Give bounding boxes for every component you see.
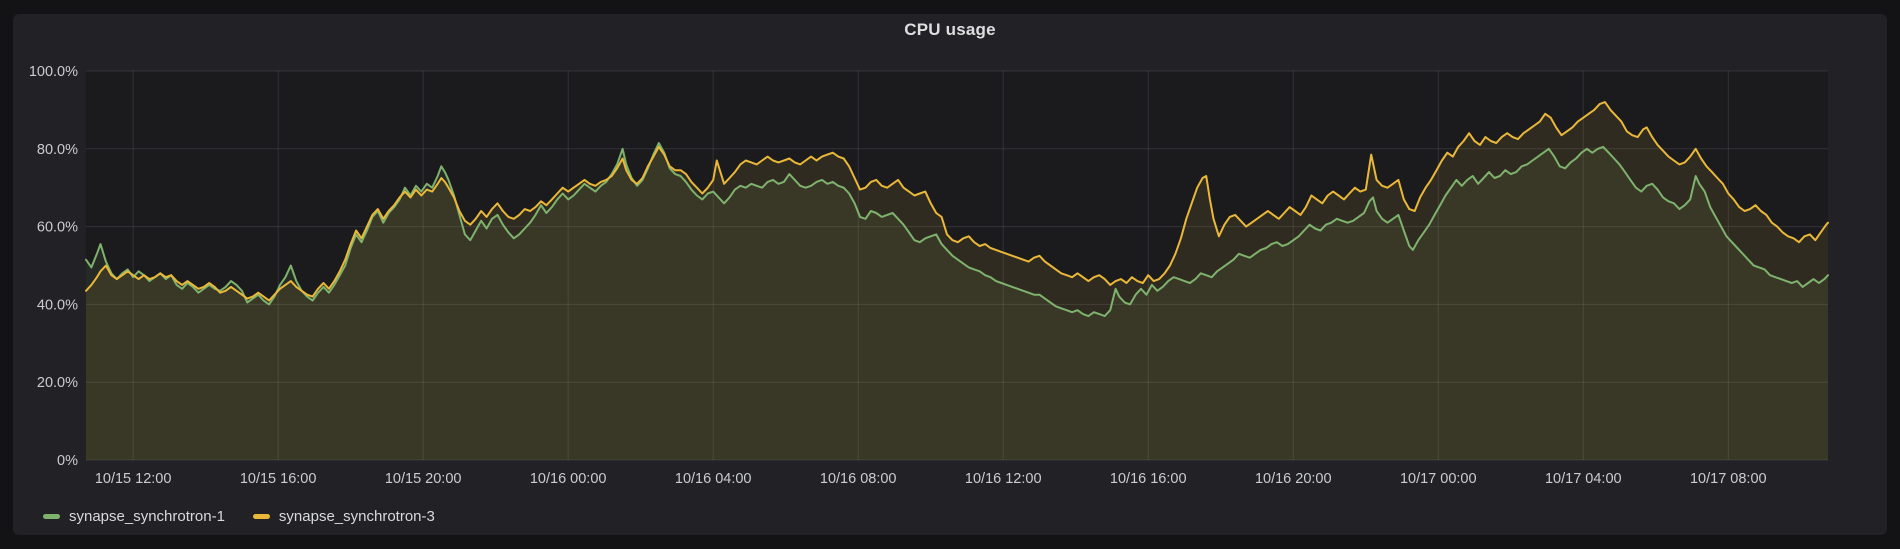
series-line-synapse_synchrotron-3[interactable] (85, 101, 1829, 302)
y-tick-label: 60.0% (37, 220, 78, 236)
legend-series-label: synapse_synchrotron-1 (69, 508, 225, 525)
y-tick-label: 40.0% (37, 297, 78, 313)
x-tick-label: 10/15 16:00 (240, 471, 317, 487)
x-tick-label: 10/16 00:00 (530, 471, 607, 487)
cpu-usage-chart[interactable]: 0% 20.0% 40.0% 60.0% 80.0% 100.0% 10/15 12:00 1… (13, 14, 1887, 535)
x-tick-label: 10/16 08:00 (820, 471, 897, 487)
legend-series-swatch (43, 514, 60, 519)
plot-area[interactable] (86, 71, 1828, 460)
y-tick-label: 80.0% (37, 142, 78, 158)
x-tick-label: 10/15 12:00 (95, 471, 172, 487)
series-fill-synapse_synchrotron-1 (86, 143, 1828, 460)
y-tick-label: 20.0% (37, 375, 78, 391)
legend-item-synapse-synchrotron-3[interactable]: synapse_synchrotron-3 (252, 508, 435, 525)
x-tick-label: 10/16 12:00 (965, 471, 1042, 487)
x-tick-label: 10/16 04:00 (675, 471, 752, 487)
y-tick-label: 0% (57, 453, 78, 469)
legend-series-label: synapse_synchrotron-3 (278, 508, 435, 525)
x-tick-label: 10/15 20:00 (385, 471, 462, 487)
y-tick-label: 100.0% (29, 64, 78, 80)
series-fill-synapse_synchrotron-3 (86, 102, 1828, 460)
x-tick-label: 10/17 08:00 (1690, 471, 1767, 487)
legend: synapse_synchrotron-1 synapse_synchrotro… (43, 508, 435, 525)
x-tick-label: 10/17 00:00 (1400, 471, 1477, 487)
panel-title[interactable]: CPU usage (904, 20, 996, 39)
x-tick-label: 10/16 16:00 (1110, 471, 1187, 487)
legend-item-synapse-synchrotron-1[interactable]: synapse_synchrotron-1 (43, 508, 225, 525)
x-tick-label: 10/17 04:00 (1545, 471, 1622, 487)
x-tick-label: 10/16 20:00 (1255, 471, 1332, 487)
cpu-usage-panel: CPU usage 0% 20.0% 40.0% 60.0% 80.0% 100.0% 10… (13, 14, 1887, 535)
legend-series-swatch (252, 514, 270, 519)
